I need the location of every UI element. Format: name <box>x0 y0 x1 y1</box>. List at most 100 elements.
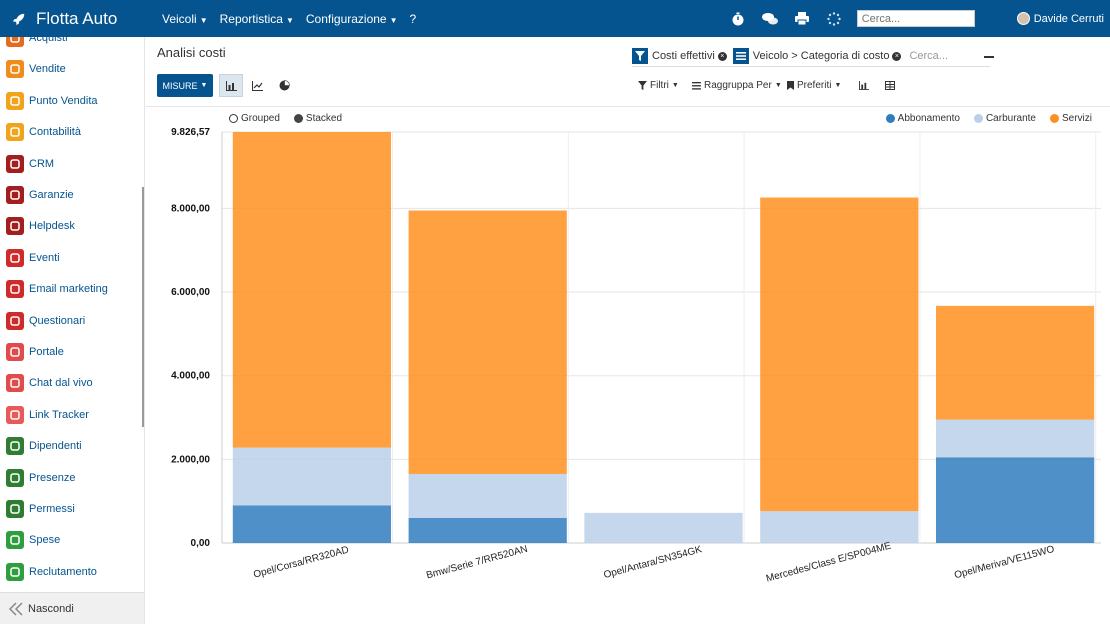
sidebar-item-presenze[interactable]: Presenze <box>6 467 75 489</box>
sidebar-item-questionari[interactable]: Questionari <box>6 310 85 332</box>
sidebar-item-punto-vendita[interactable]: Punto Vendita <box>6 90 98 112</box>
search-person-icon <box>6 562 24 581</box>
bar-chart-icon <box>225 80 237 91</box>
line-chart-icon <box>251 80 263 91</box>
shield-icon <box>6 186 24 204</box>
sidebar-item-vendite[interactable]: Vendite <box>6 58 66 80</box>
facet-filter[interactable]: Costi effettivi × <box>632 48 727 64</box>
filters-dropdown[interactable]: Filtri ▼ <box>638 80 679 91</box>
sun-icon <box>6 500 24 518</box>
chat-icon[interactable] <box>761 10 779 28</box>
remove-facet-icon[interactable]: × <box>717 51 727 61</box>
sidebar-item-helpdesk[interactable]: Helpdesk <box>6 215 75 237</box>
pivot-view-button[interactable] <box>878 74 902 97</box>
sidebar-item-email-marketing[interactable]: Email marketing <box>6 278 108 300</box>
sidebar-item-reclutamento[interactable]: Reclutamento <box>6 561 97 583</box>
grouped-toggle[interactable]: Grouped <box>229 113 280 124</box>
people-icon <box>6 437 24 456</box>
pie-chart-button[interactable] <box>272 74 296 97</box>
groupby-dropdown[interactable]: Raggruppa Per ▼ <box>692 80 782 91</box>
sidebar-item-spese[interactable]: Spese <box>6 529 60 551</box>
app-brand[interactable]: Flotta Auto <box>0 9 150 29</box>
series-legend: Abbonamento Carburante Servizi <box>872 113 1092 124</box>
timer-icon[interactable] <box>729 10 747 28</box>
legend-item-carburante[interactable]: Carburante <box>973 113 1036 124</box>
table-icon <box>885 81 895 90</box>
caret-down-icon: ▼ <box>200 82 208 89</box>
sidebar-item-portale[interactable]: Portale <box>6 341 64 363</box>
x-tick-label: Mercedes/Class E/SP004ME <box>765 541 893 585</box>
page-title: Analisi costi <box>157 45 226 60</box>
pie-chart-icon <box>279 80 290 91</box>
top-navbar: Flotta Auto Veicoli ▼ Reportistica ▼ Confi… <box>0 0 1110 37</box>
menu-configurazione-label: Configurazione <box>305 11 387 26</box>
sidebar-item-acquisti[interactable]: Acquisti <box>6 37 68 49</box>
list-icon <box>692 81 701 90</box>
sidebar-item-crm[interactable]: CRM <box>6 153 54 175</box>
sidebar-item-permessi[interactable]: Permessi <box>6 498 75 520</box>
collapse-icon[interactable] <box>984 56 994 58</box>
line-chart-button[interactable] <box>245 74 269 97</box>
menu-reportistica[interactable]: Reportistica ▼ <box>220 12 294 26</box>
loading-spinner-icon <box>825 10 843 28</box>
bar-segment-servizi <box>232 132 392 448</box>
pos-icon <box>6 91 24 110</box>
view-search-input[interactable]: Cerca... <box>909 50 948 62</box>
sidebar-item-link-tracker[interactable]: Link Tracker <box>6 404 89 426</box>
favorites-dropdown[interactable]: Preferiti ▼ <box>787 80 841 91</box>
sidebar-item-dipendenti[interactable]: Dipendenti <box>6 435 82 457</box>
caret-down-icon: ▼ <box>199 15 208 25</box>
facet-groupby-label: Veicolo > Categoria di costo <box>752 50 890 62</box>
sidebar-item-chat-dal-vivo[interactable]: Chat dal vivo <box>6 372 93 394</box>
global-search-input[interactable] <box>856 10 975 27</box>
sidebar-item-label: Link Tracker <box>29 408 89 421</box>
ticket-icon <box>6 248 24 267</box>
sidebar-item-label: Presenze <box>29 471 76 484</box>
bar-segment-carburante <box>584 512 743 543</box>
sidebar-item-contabilit-[interactable]: Contabilità <box>6 121 81 143</box>
bar-segment-abbonamento <box>408 517 567 543</box>
bar-segment-carburante <box>760 511 919 543</box>
hide-sidebar-button[interactable]: Nascondi <box>0 592 144 624</box>
bar-chart-button[interactable] <box>219 74 243 97</box>
sidebar-item-label: Permessi <box>29 503 75 515</box>
measures-button[interactable]: MISURE ▼ <box>157 74 213 97</box>
bar-segment-servizi <box>935 305 1095 420</box>
graph-view-button[interactable] <box>852 74 876 97</box>
user-menu[interactable]: Davide Cerruti <box>1016 12 1104 25</box>
caret-down-icon: ▼ <box>389 15 398 25</box>
menu-veicoli[interactable]: Veicoli ▼ <box>162 12 208 26</box>
stacked-label: Stacked <box>305 113 343 124</box>
sidebar-item-label: Chat dal vivo <box>29 377 93 390</box>
bar-segment-carburante <box>232 447 392 506</box>
facet-groupby[interactable]: Veicolo > Categoria di costo × <box>732 48 902 64</box>
stacked-bar-chart: 0,00 2.000,00 4.000,00 6.000,00 8.000,00 9.82… <box>171 127 1101 585</box>
facet-filter-label: Costi effettivi <box>652 50 715 62</box>
link-icon <box>6 405 24 424</box>
menu-configurazione[interactable]: Configurazione ▼ <box>306 12 398 26</box>
y-tick-label: 4.000,00 <box>171 371 210 382</box>
sidebar-item-label: Dipendenti <box>29 440 82 453</box>
legend-item-servizi[interactable]: Servizi <box>1049 113 1092 124</box>
sidebar-scrollbar[interactable] <box>142 187 144 427</box>
dollar-icon <box>6 531 24 550</box>
sidebar-item-label: Portale <box>29 346 64 358</box>
menu-help-label: ? <box>409 11 417 26</box>
sidebar-item-eventi[interactable]: Eventi <box>6 247 60 269</box>
menu-help[interactable]: ? <box>410 12 417 26</box>
top-menu: Veicoli ▼ Reportistica ▼ Configurazione ▼ ? <box>162 12 428 26</box>
x-tick-label: Opel/Meriva/VE115WO <box>953 544 1056 581</box>
clipboard-icon <box>6 311 24 330</box>
legend-label: Carburante <box>985 113 1036 124</box>
app-name: Flotta Auto <box>36 8 118 28</box>
bar-segment-servizi <box>408 210 567 474</box>
bar-chart-icon <box>859 81 869 90</box>
sidebar-item-label: Email marketing <box>29 283 108 296</box>
stack-mode-legend: Grouped Stacked <box>229 113 356 124</box>
cart-icon <box>6 37 24 47</box>
print-icon[interactable] <box>793 10 811 28</box>
sidebar-item-garanzie[interactable]: Garanzie <box>6 184 74 206</box>
legend-item-abbonamento[interactable]: Abbonamento <box>885 113 960 124</box>
remove-facet-icon[interactable]: × <box>892 51 902 61</box>
stacked-toggle[interactable]: Stacked <box>293 113 343 124</box>
